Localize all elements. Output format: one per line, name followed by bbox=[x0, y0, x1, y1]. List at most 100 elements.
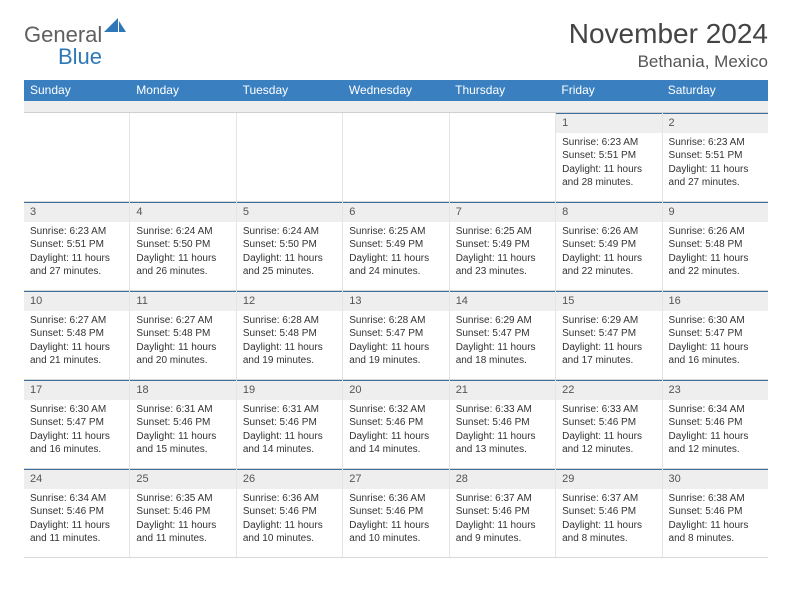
sunrise-text: Sunrise: 6:31 AM bbox=[243, 403, 336, 417]
day-number: 24 bbox=[24, 469, 129, 489]
daylight-text-2: and 28 minutes. bbox=[562, 176, 655, 190]
calendar: Sunday Monday Tuesday Wednesday Thursday… bbox=[24, 80, 768, 558]
day-cell: 10Sunrise: 6:27 AMSunset: 5:48 PMDayligh… bbox=[24, 291, 130, 379]
day-cell: 27Sunrise: 6:36 AMSunset: 5:46 PMDayligh… bbox=[343, 469, 449, 557]
daylight-text-2: and 27 minutes. bbox=[669, 176, 762, 190]
daylight-text-1: Daylight: 11 hours bbox=[456, 252, 549, 266]
day-details: Sunrise: 6:35 AMSunset: 5:46 PMDaylight:… bbox=[130, 489, 235, 552]
daylight-text-2: and 25 minutes. bbox=[243, 265, 336, 279]
sunset-text: Sunset: 5:46 PM bbox=[136, 416, 229, 430]
day-cell: 7Sunrise: 6:25 AMSunset: 5:49 PMDaylight… bbox=[450, 202, 556, 290]
day-cell: 25Sunrise: 6:35 AMSunset: 5:46 PMDayligh… bbox=[130, 469, 236, 557]
daylight-text-2: and 14 minutes. bbox=[243, 443, 336, 457]
sunset-text: Sunset: 5:50 PM bbox=[136, 238, 229, 252]
day-cell: 6Sunrise: 6:25 AMSunset: 5:49 PMDaylight… bbox=[343, 202, 449, 290]
daylight-text-2: and 17 minutes. bbox=[562, 354, 655, 368]
day-cell: 15Sunrise: 6:29 AMSunset: 5:47 PMDayligh… bbox=[556, 291, 662, 379]
day-cell: 3Sunrise: 6:23 AMSunset: 5:51 PMDaylight… bbox=[24, 202, 130, 290]
sunset-text: Sunset: 5:46 PM bbox=[562, 505, 655, 519]
day-number: 28 bbox=[450, 469, 555, 489]
day-details: Sunrise: 6:25 AMSunset: 5:49 PMDaylight:… bbox=[343, 222, 448, 285]
day-details: Sunrise: 6:23 AMSunset: 5:51 PMDaylight:… bbox=[24, 222, 129, 285]
day-number: 21 bbox=[450, 380, 555, 400]
daylight-text-1: Daylight: 11 hours bbox=[669, 341, 762, 355]
day-number: 27 bbox=[343, 469, 448, 489]
day-number: 9 bbox=[663, 202, 768, 222]
day-cell: 29Sunrise: 6:37 AMSunset: 5:46 PMDayligh… bbox=[556, 469, 662, 557]
day-details: Sunrise: 6:36 AMSunset: 5:46 PMDaylight:… bbox=[343, 489, 448, 552]
sunrise-text: Sunrise: 6:27 AM bbox=[30, 314, 123, 328]
sunrise-text: Sunrise: 6:28 AM bbox=[349, 314, 442, 328]
sunrise-text: Sunrise: 6:35 AM bbox=[136, 492, 229, 506]
daylight-text-2: and 8 minutes. bbox=[562, 532, 655, 546]
sunrise-text: Sunrise: 6:27 AM bbox=[136, 314, 229, 328]
daylight-text-1: Daylight: 11 hours bbox=[669, 252, 762, 266]
day-number: 1 bbox=[556, 113, 661, 133]
day-cell: 13Sunrise: 6:28 AMSunset: 5:47 PMDayligh… bbox=[343, 291, 449, 379]
daylight-text-2: and 19 minutes. bbox=[243, 354, 336, 368]
day-number: 12 bbox=[237, 291, 342, 311]
day-cell bbox=[343, 113, 449, 201]
day-number: 25 bbox=[130, 469, 235, 489]
sunrise-text: Sunrise: 6:29 AM bbox=[562, 314, 655, 328]
daylight-text-1: Daylight: 11 hours bbox=[349, 430, 442, 444]
dayhead-tuesday: Tuesday bbox=[237, 80, 343, 101]
dayhead-thursday: Thursday bbox=[449, 80, 555, 101]
dayhead-friday: Friday bbox=[555, 80, 661, 101]
day-details: Sunrise: 6:24 AMSunset: 5:50 PMDaylight:… bbox=[130, 222, 235, 285]
sunrise-text: Sunrise: 6:38 AM bbox=[669, 492, 762, 506]
daylight-text-1: Daylight: 11 hours bbox=[30, 252, 123, 266]
daylight-text-2: and 13 minutes. bbox=[456, 443, 549, 457]
daylight-text-1: Daylight: 11 hours bbox=[562, 252, 655, 266]
day-number: 17 bbox=[24, 380, 129, 400]
day-details: Sunrise: 6:36 AMSunset: 5:46 PMDaylight:… bbox=[237, 489, 342, 552]
sunrise-text: Sunrise: 6:26 AM bbox=[669, 225, 762, 239]
day-details: Sunrise: 6:33 AMSunset: 5:46 PMDaylight:… bbox=[556, 400, 661, 463]
daylight-text-1: Daylight: 11 hours bbox=[562, 163, 655, 177]
sunrise-text: Sunrise: 6:25 AM bbox=[456, 225, 549, 239]
location-label: Bethania, Mexico bbox=[569, 52, 768, 72]
daylight-text-1: Daylight: 11 hours bbox=[243, 430, 336, 444]
sunrise-text: Sunrise: 6:36 AM bbox=[349, 492, 442, 506]
daylight-text-1: Daylight: 11 hours bbox=[243, 341, 336, 355]
day-number: 3 bbox=[24, 202, 129, 222]
daylight-text-2: and 27 minutes. bbox=[30, 265, 123, 279]
dayhead-saturday: Saturday bbox=[662, 80, 768, 101]
day-number: 23 bbox=[663, 380, 768, 400]
day-number: 20 bbox=[343, 380, 448, 400]
day-details: Sunrise: 6:28 AMSunset: 5:47 PMDaylight:… bbox=[343, 311, 448, 374]
week-row: 3Sunrise: 6:23 AMSunset: 5:51 PMDaylight… bbox=[24, 202, 768, 291]
sunrise-text: Sunrise: 6:28 AM bbox=[243, 314, 336, 328]
sunrise-text: Sunrise: 6:34 AM bbox=[30, 492, 123, 506]
week-row: 10Sunrise: 6:27 AMSunset: 5:48 PMDayligh… bbox=[24, 291, 768, 380]
sunset-text: Sunset: 5:49 PM bbox=[349, 238, 442, 252]
daylight-text-1: Daylight: 11 hours bbox=[243, 252, 336, 266]
day-cell: 4Sunrise: 6:24 AMSunset: 5:50 PMDaylight… bbox=[130, 202, 236, 290]
day-cell: 5Sunrise: 6:24 AMSunset: 5:50 PMDaylight… bbox=[237, 202, 343, 290]
daylight-text-1: Daylight: 11 hours bbox=[456, 519, 549, 533]
day-cell: 19Sunrise: 6:31 AMSunset: 5:46 PMDayligh… bbox=[237, 380, 343, 468]
daylight-text-1: Daylight: 11 hours bbox=[243, 519, 336, 533]
daylight-text-2: and 26 minutes. bbox=[136, 265, 229, 279]
weeks-container: 1 Sunrise: 6:23 AMSunset: 5:51 PMDaylight… bbox=[24, 113, 768, 558]
day-number: 18 bbox=[130, 380, 235, 400]
daylight-text-2: and 12 minutes. bbox=[562, 443, 655, 457]
dayhead-sunday: Sunday bbox=[24, 80, 130, 101]
day-cell: 18Sunrise: 6:31 AMSunset: 5:46 PMDayligh… bbox=[130, 380, 236, 468]
daylight-text-1: Daylight: 11 hours bbox=[562, 341, 655, 355]
day-details: Sunrise: 6:34 AMSunset: 5:46 PMDaylight:… bbox=[663, 400, 768, 463]
sunrise-text: Sunrise: 6:24 AM bbox=[136, 225, 229, 239]
dayhead-wednesday: Wednesday bbox=[343, 80, 449, 101]
sunset-text: Sunset: 5:48 PM bbox=[136, 327, 229, 341]
daylight-text-1: Daylight: 11 hours bbox=[136, 519, 229, 533]
sunrise-text: Sunrise: 6:31 AM bbox=[136, 403, 229, 417]
sunset-text: Sunset: 5:46 PM bbox=[243, 505, 336, 519]
sunset-text: Sunset: 5:49 PM bbox=[456, 238, 549, 252]
day-cell: 26Sunrise: 6:36 AMSunset: 5:46 PMDayligh… bbox=[237, 469, 343, 557]
daylight-text-1: Daylight: 11 hours bbox=[456, 341, 549, 355]
daylight-text-2: and 22 minutes. bbox=[562, 265, 655, 279]
sunrise-text: Sunrise: 6:30 AM bbox=[669, 314, 762, 328]
daylight-text-2: and 10 minutes. bbox=[349, 532, 442, 546]
day-number: 15 bbox=[556, 291, 661, 311]
sunrise-text: Sunrise: 6:24 AM bbox=[243, 225, 336, 239]
